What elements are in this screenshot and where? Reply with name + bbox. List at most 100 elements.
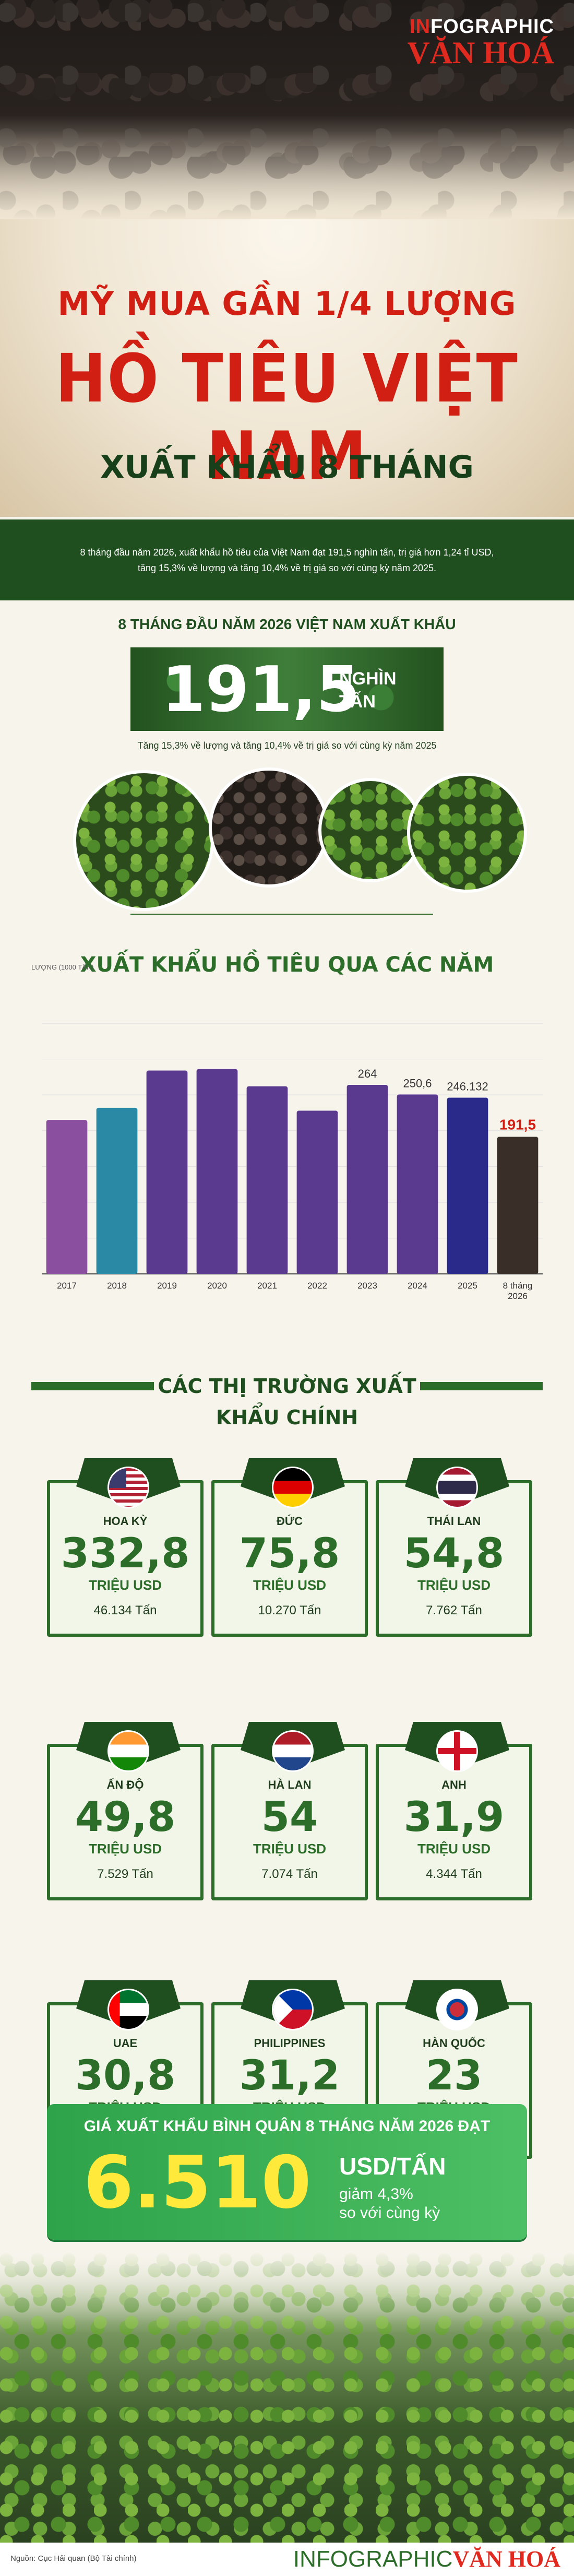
chart-tick-label: 2017 xyxy=(57,1281,77,1291)
chart-tick-label: 2021 xyxy=(257,1281,277,1291)
market-tons: 7.529 Tấn xyxy=(97,1867,153,1881)
market-card: HÀ LAN 54 TRIỆU USD 7.074 Tấn xyxy=(211,1722,368,1900)
chart-tick-label: 2018 xyxy=(107,1281,127,1291)
chart-bar xyxy=(497,1137,539,1274)
netherlands-flag-icon xyxy=(272,1730,314,1772)
pepper-photo-circle-2 xyxy=(209,767,329,888)
chart-data-label: 191,5 xyxy=(499,1116,536,1132)
germany-flag-icon xyxy=(272,1467,314,1508)
market-value: 49,8 xyxy=(75,1794,176,1841)
chart-tick-label-line: 2025 xyxy=(458,1281,477,1291)
chart-tick-label-line: 2019 xyxy=(157,1281,177,1291)
footer-logo: INFOGRAPHICVĂN HOÁ xyxy=(293,2546,560,2572)
market-value: 30,8 xyxy=(75,2052,176,2099)
thailand-flag-icon xyxy=(436,1467,478,1508)
uae-flag-icon xyxy=(107,1989,149,2030)
pepper-photo-circle-1 xyxy=(73,770,214,911)
black-pepper-photo xyxy=(0,0,574,219)
chart-data-label: 246.132 xyxy=(447,1080,488,1093)
chart-tick-label: 2022 xyxy=(307,1281,327,1291)
chart-tick-label-line: 2017 xyxy=(57,1281,77,1291)
india-flag-icon xyxy=(107,1730,149,1772)
market-name: ANH xyxy=(441,1778,467,1791)
market-name: HOA KỲ xyxy=(103,1515,148,1528)
market-unit: TRIỆU USD xyxy=(253,1577,327,1593)
market-name: HÀ LAN xyxy=(268,1778,312,1791)
key-stat-unit-line2: TẤN xyxy=(339,692,376,712)
chart-bar xyxy=(146,1070,188,1274)
headline-line-1: MỸ MUA GẦN 1/4 LƯỢNG xyxy=(57,285,517,323)
chart-data-label: 250,6 xyxy=(403,1077,432,1090)
market-unit: TRIỆU USD xyxy=(253,1841,327,1857)
market-tons: 46.134 Tấn xyxy=(93,1603,157,1617)
price-change: giảm 4,3% so với cùng kỳ xyxy=(339,2185,440,2223)
price-change-line1: giảm 4,3% xyxy=(339,2185,413,2203)
price-change-line2: so với cùng kỳ xyxy=(339,2204,440,2221)
brand-logo-name: VĂN HOÁ xyxy=(407,36,554,70)
market-tons: 4.344 Tấn xyxy=(426,1867,482,1881)
key-stat-unit-line1: NGHÌN xyxy=(339,669,397,689)
market-value: 332,8 xyxy=(61,1530,190,1577)
chart-tick-label-line: 2023 xyxy=(357,1281,377,1291)
market-value: 31,9 xyxy=(403,1794,505,1841)
market-name: UAE xyxy=(113,2037,138,2050)
chart-bar xyxy=(96,1107,138,1274)
market-tons: 7.074 Tấn xyxy=(261,1867,318,1881)
market-card: ANH 31,9 TRIỆU USD 4.344 Tấn xyxy=(376,1722,532,1900)
philippines-flag-icon xyxy=(272,1989,314,2030)
pepper-photo-circle-4 xyxy=(407,773,527,893)
market-name: HÀN QUỐC xyxy=(423,2037,485,2050)
chart-bar xyxy=(397,1094,438,1274)
market-unit: TRIỆU USD xyxy=(417,1577,491,1593)
pepper-photo-circle-3 xyxy=(318,778,423,882)
market-unit: TRIỆU USD xyxy=(417,1841,491,1857)
markets-header: CÁC THỊ TRƯỜNG XUẤT KHẨU CHÍNH xyxy=(31,1370,543,1429)
chart-tick-label: 2024 xyxy=(408,1281,427,1291)
headline-line-3: XUẤT KHẨU 8 THÁNG xyxy=(100,449,474,486)
chart-data-label: 264 xyxy=(358,1067,377,1080)
chart-bar xyxy=(447,1097,488,1274)
key-stat-note: Tăng 15,3% về lượng và tăng 10,4% về trị… xyxy=(137,740,437,751)
hero-section: INFOGRAPHIC VĂN HOÁ MỸ MUA GẦN 1/4 LƯỢNG… xyxy=(0,0,574,517)
us-flag-canton xyxy=(109,1468,127,1488)
brand-logo: INFOGRAPHIC VĂN HOÁ xyxy=(407,16,554,70)
south-korea-flag-icon xyxy=(436,1989,478,2030)
price-box: GIÁ XUẤT KHẨU BÌNH QUÂN 8 THÁNG NĂM 2026… xyxy=(47,2104,527,2240)
market-value: 54,8 xyxy=(403,1530,505,1577)
chart-y-label: LƯỢNG (1000 TẤN) xyxy=(31,963,94,971)
chart-bar xyxy=(196,1069,238,1274)
headline-line-2: HỒ TIÊU VIỆT NAM xyxy=(55,340,519,495)
market-tons: 10.270 Tấn xyxy=(258,1603,321,1617)
section-divider xyxy=(130,914,433,915)
philippines-flag-triangle xyxy=(273,1990,293,2029)
market-value: 31,2 xyxy=(239,2052,340,2099)
chart-tick-label: 2019 xyxy=(157,1281,177,1291)
market-card: HOA KỲ 332,8 TRIỆU USD 46.134 Tấn xyxy=(47,1458,204,1637)
green-pepper-photo xyxy=(0,2250,574,2543)
market-card: THÁI LAN 54,8 TRIỆU USD 7.762 Tấn xyxy=(376,1458,532,1637)
footer-logo-a: INFOGRAPHIC xyxy=(293,2546,453,2572)
us-flag-icon xyxy=(107,1467,149,1508)
key-stat-unit: NGHÌN TẤN xyxy=(339,667,397,713)
chart-tick-label-line: 8 tháng xyxy=(503,1281,533,1291)
export-volume-chart-svg: 2017 2018 2019 2020 2021 2022 264 2023 250,6 2024… xyxy=(42,1023,543,1301)
market-name: ĐỨC xyxy=(276,1515,303,1528)
key-stat-box: 191,5 NGHÌN TẤN xyxy=(130,647,444,731)
market-name: PHILIPPINES xyxy=(254,2037,326,2050)
chart-tick-label: 2020 xyxy=(207,1281,227,1291)
price-unit: USD/TẤN xyxy=(339,2153,446,2180)
price-label: GIÁ XUẤT KHẨU BÌNH QUÂN 8 THÁNG NĂM 2026… xyxy=(83,2118,491,2135)
brand-logo-accent: IN xyxy=(410,16,430,38)
chart-tick-label: 8 tháng 2026 xyxy=(503,1281,533,1301)
chart-tick-label-line: 2022 xyxy=(307,1281,327,1291)
chart-tick-label-line: 2018 xyxy=(107,1281,127,1291)
england-flag-icon xyxy=(436,1730,478,1772)
chart-tick-label: 2025 xyxy=(458,1281,477,1291)
key-stat-value: 191,5 xyxy=(162,654,360,726)
chart-bar xyxy=(296,1110,338,1274)
market-value: 54 xyxy=(261,1794,318,1841)
market-unit: TRIỆU USD xyxy=(88,1841,162,1857)
market-value: 75,8 xyxy=(239,1530,340,1577)
chart-tick-label-line: 2024 xyxy=(408,1281,427,1291)
